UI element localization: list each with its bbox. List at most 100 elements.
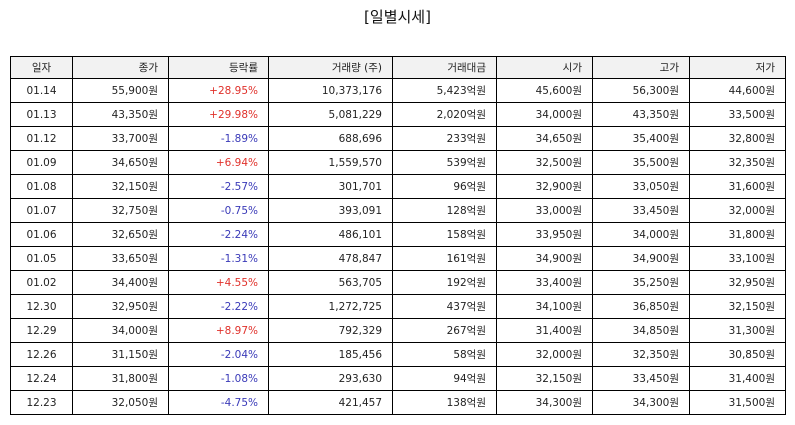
cell-volume: 421,457 <box>268 390 393 415</box>
table-header: 일자 종가 등락률 거래량 (주) 거래대금 시가 고가 저가 <box>10 56 786 79</box>
cell-low: 44,600원 <box>689 78 786 103</box>
cell-low: 30,850원 <box>689 342 786 367</box>
table-row: 01.02 34,400원 +4.55% 563,705 192억원 33,400원 35,… <box>10 270 786 295</box>
table-row: 12.30 32,950원 -2.22% 1,272,725 437억원 34,100원 3… <box>10 294 786 319</box>
cell-amount: 96억원 <box>392 174 497 199</box>
cell-close: 32,650원 <box>72 222 169 247</box>
cell-high: 35,400원 <box>592 126 690 151</box>
table-row: 01.12 33,700원 -1.89% 688,696 233억원 34,650원 35,… <box>10 126 786 151</box>
cell-change: +28.95% <box>168 78 269 103</box>
cell-date: 01.05 <box>10 246 73 271</box>
column-header-volume: 거래량 (주) <box>268 56 393 79</box>
table-row: 01.13 43,350원 +29.98% 5,081,229 2,020억원 34,00… <box>10 102 786 127</box>
cell-amount: 158억원 <box>392 222 497 247</box>
cell-amount: 138억원 <box>392 390 497 415</box>
cell-high: 34,000원 <box>592 222 690 247</box>
cell-amount: 94억원 <box>392 366 497 391</box>
cell-high: 34,850원 <box>592 318 690 343</box>
cell-change: +29.98% <box>168 102 269 127</box>
column-header-high: 고가 <box>592 56 690 79</box>
cell-amount: 161억원 <box>392 246 497 271</box>
cell-change: -1.89% <box>168 126 269 151</box>
table-body: 01.14 55,900원 +28.95% 10,373,176 5,423억원 45,6… <box>10 78 786 415</box>
cell-change: -1.08% <box>168 366 269 391</box>
table-row: 12.26 31,150원 -2.04% 185,456 58억원 32,000원 32,3… <box>10 342 786 367</box>
cell-change: +6.94% <box>168 150 269 175</box>
column-header-date: 일자 <box>10 56 73 79</box>
cell-open: 34,300원 <box>496 390 593 415</box>
cell-volume: 688,696 <box>268 126 393 151</box>
cell-date: 01.13 <box>10 102 73 127</box>
cell-high: 43,350원 <box>592 102 690 127</box>
cell-date: 01.08 <box>10 174 73 199</box>
cell-date: 01.09 <box>10 150 73 175</box>
cell-date: 01.02 <box>10 270 73 295</box>
table-row: 12.23 32,050원 -4.75% 421,457 138억원 34,300원 34,… <box>10 390 786 415</box>
cell-close: 33,700원 <box>72 126 169 151</box>
cell-date: 12.30 <box>10 294 73 319</box>
header-row: 일자 종가 등락률 거래량 (주) 거래대금 시가 고가 저가 <box>10 56 786 79</box>
cell-amount: 437억원 <box>392 294 497 319</box>
cell-date: 01.07 <box>10 198 73 223</box>
cell-change: -2.57% <box>168 174 269 199</box>
table-row: 01.07 32,750원 -0.75% 393,091 128억원 33,000원 33,… <box>10 198 786 223</box>
cell-volume: 486,101 <box>268 222 393 247</box>
cell-open: 31,400원 <box>496 318 593 343</box>
cell-low: 31,500원 <box>689 390 786 415</box>
cell-date: 12.24 <box>10 366 73 391</box>
cell-low: 33,500원 <box>689 102 786 127</box>
cell-amount: 267억원 <box>392 318 497 343</box>
cell-high: 56,300원 <box>592 78 690 103</box>
cell-open: 34,000원 <box>496 102 593 127</box>
table-row: 12.24 31,800원 -1.08% 293,630 94억원 32,150원 33,4… <box>10 366 786 391</box>
column-header-amount: 거래대금 <box>392 56 497 79</box>
cell-high: 34,900원 <box>592 246 690 271</box>
cell-amount: 2,020억원 <box>392 102 497 127</box>
cell-volume: 478,847 <box>268 246 393 271</box>
cell-high: 35,500원 <box>592 150 690 175</box>
cell-amount: 128억원 <box>392 198 497 223</box>
table-row: 01.14 55,900원 +28.95% 10,373,176 5,423억원 45,6… <box>10 78 786 103</box>
cell-change: +4.55% <box>168 270 269 295</box>
cell-open: 32,500원 <box>496 150 593 175</box>
cell-close: 32,050원 <box>72 390 169 415</box>
cell-volume: 792,329 <box>268 318 393 343</box>
cell-high: 34,300원 <box>592 390 690 415</box>
cell-volume: 563,705 <box>268 270 393 295</box>
cell-close: 32,950원 <box>72 294 169 319</box>
cell-change: -2.24% <box>168 222 269 247</box>
cell-open: 33,950원 <box>496 222 593 247</box>
cell-high: 33,450원 <box>592 198 690 223</box>
cell-amount: 58억원 <box>392 342 497 367</box>
cell-change: -2.04% <box>168 342 269 367</box>
cell-change: -2.22% <box>168 294 269 319</box>
cell-close: 55,900원 <box>72 78 169 103</box>
cell-open: 33,000원 <box>496 198 593 223</box>
table-row: 01.09 34,650원 +6.94% 1,559,570 539억원 32,500원 3… <box>10 150 786 175</box>
cell-close: 31,800원 <box>72 366 169 391</box>
cell-change: -4.75% <box>168 390 269 415</box>
cell-date: 01.14 <box>10 78 73 103</box>
cell-low: 32,000원 <box>689 198 786 223</box>
cell-volume: 10,373,176 <box>268 78 393 103</box>
cell-low: 32,350원 <box>689 150 786 175</box>
cell-low: 32,150원 <box>689 294 786 319</box>
cell-amount: 233억원 <box>392 126 497 151</box>
cell-open: 34,900원 <box>496 246 593 271</box>
cell-amount: 192억원 <box>392 270 497 295</box>
page-title: [일별시세] <box>364 8 431 26</box>
column-header-change: 등락률 <box>168 56 269 79</box>
cell-high: 36,850원 <box>592 294 690 319</box>
cell-close: 31,150원 <box>72 342 169 367</box>
cell-date: 12.26 <box>10 342 73 367</box>
cell-change: +8.97% <box>168 318 269 343</box>
cell-open: 45,600원 <box>496 78 593 103</box>
cell-date: 01.12 <box>10 126 73 151</box>
cell-open: 34,100원 <box>496 294 593 319</box>
column-header-open: 시가 <box>496 56 593 79</box>
cell-date: 12.29 <box>10 318 73 343</box>
cell-low: 31,300원 <box>689 318 786 343</box>
cell-high: 33,450원 <box>592 366 690 391</box>
cell-close: 34,400원 <box>72 270 169 295</box>
cell-volume: 5,081,229 <box>268 102 393 127</box>
